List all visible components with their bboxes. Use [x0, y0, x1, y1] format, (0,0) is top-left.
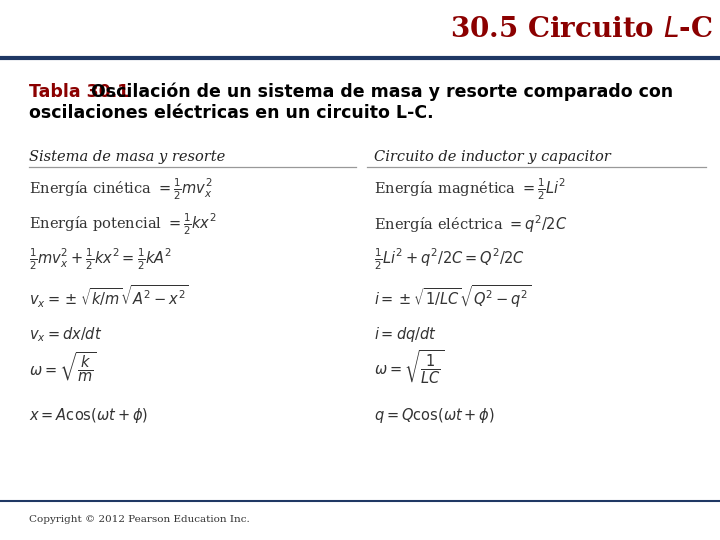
Text: Circuito de inductor y capacitor: Circuito de inductor y capacitor	[374, 150, 611, 164]
Text: Tabla 30.1: Tabla 30.1	[29, 83, 129, 101]
Text: Energía cinética $= \frac{1}{2}mv_x^2$: Energía cinética $= \frac{1}{2}mv_x^2$	[29, 177, 212, 201]
Text: $\frac{1}{2}Li^2 + q^2/2C = Q^2/2C$: $\frac{1}{2}Li^2 + q^2/2C = Q^2/2C$	[374, 247, 526, 272]
Text: $\omega = \sqrt{\dfrac{1}{LC}}$: $\omega = \sqrt{\dfrac{1}{LC}}$	[374, 349, 445, 386]
Text: Copyright © 2012 Pearson Education Inc.: Copyright © 2012 Pearson Education Inc.	[29, 515, 250, 524]
Text: $x = A\cos(\omega t + \phi)$: $x = A\cos(\omega t + \phi)$	[29, 406, 148, 426]
Text: $v_x = \pm\sqrt{k/m}\sqrt{A^2 - x^2}$: $v_x = \pm\sqrt{k/m}\sqrt{A^2 - x^2}$	[29, 284, 189, 310]
Text: $q = Q\cos(\omega t + \phi)$: $q = Q\cos(\omega t + \phi)$	[374, 406, 495, 426]
Text: Sistema de masa y resorte: Sistema de masa y resorte	[29, 150, 225, 164]
Text: oscilaciones eléctricas en un circuito L-C.: oscilaciones eléctricas en un circuito L…	[29, 104, 433, 123]
Text: 30.5 Circuito $\mathit{L}$-C: 30.5 Circuito $\mathit{L}$-C	[450, 16, 713, 43]
Text: $\frac{1}{2}mv_x^2 + \frac{1}{2}kx^2 = \frac{1}{2}kA^2$: $\frac{1}{2}mv_x^2 + \frac{1}{2}kx^2 = \…	[29, 247, 172, 272]
Text: Energía magnética $= \frac{1}{2}Li^2$: Energía magnética $= \frac{1}{2}Li^2$	[374, 177, 567, 201]
Text: $v_x = dx/dt$: $v_x = dx/dt$	[29, 326, 102, 344]
Text: $\omega = \sqrt{\dfrac{k}{m}}$: $\omega = \sqrt{\dfrac{k}{m}}$	[29, 350, 96, 384]
Text: Oscilación de un sistema de masa y resorte comparado con: Oscilación de un sistema de masa y resor…	[85, 83, 673, 101]
Text: $i = \pm\sqrt{1/LC}\sqrt{Q^2 - q^2}$: $i = \pm\sqrt{1/LC}\sqrt{Q^2 - q^2}$	[374, 284, 532, 310]
Text: Energía eléctrica $= q^2/2C$: Energía eléctrica $= q^2/2C$	[374, 213, 567, 235]
Text: $i = dq/dt$: $i = dq/dt$	[374, 325, 437, 345]
Text: Energía potencial $= \frac{1}{2}kx^2$: Energía potencial $= \frac{1}{2}kx^2$	[29, 212, 217, 237]
